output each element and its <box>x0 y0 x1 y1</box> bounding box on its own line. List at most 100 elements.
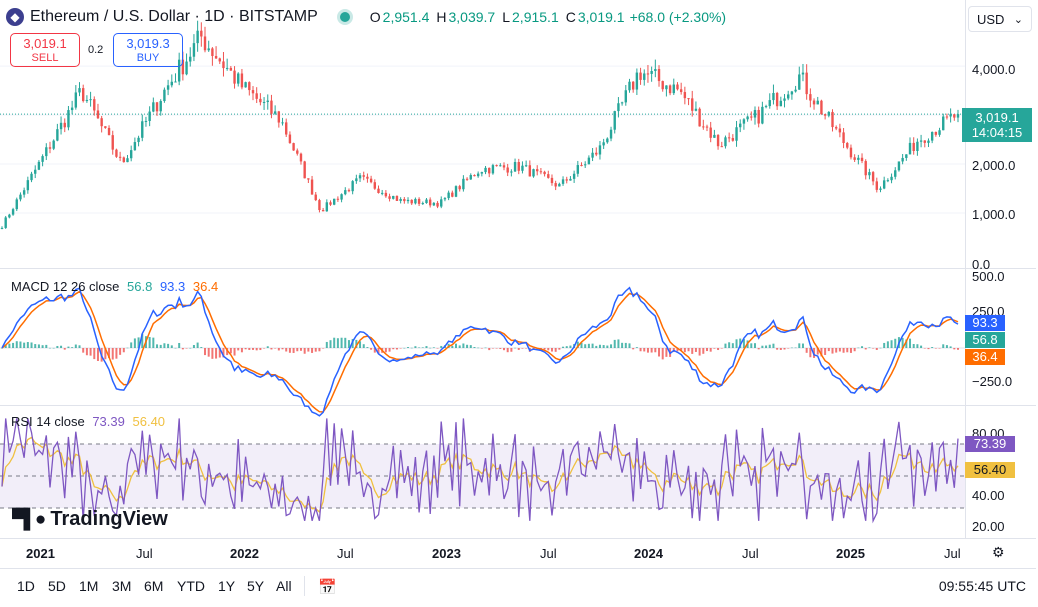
candle-body <box>820 100 823 115</box>
timeframe-1m[interactable]: 1M <box>79 578 99 594</box>
macd-histogram-bar <box>920 345 923 348</box>
ohlc-value: 2,915.1 <box>512 9 559 25</box>
macd-histogram-bar <box>473 347 476 348</box>
candle-body <box>768 100 771 107</box>
macd-axis-label: −250.0 <box>972 374 1013 389</box>
candle-body <box>757 109 760 124</box>
candle-body <box>639 72 642 80</box>
candle-body <box>550 177 554 184</box>
macd-histogram-bar <box>130 342 133 348</box>
tradingview-logo[interactable]: ▀▌● TradingView <box>12 508 168 531</box>
candle-body <box>170 81 173 86</box>
macd-histogram-bar <box>148 337 151 348</box>
macd-histogram-bar <box>717 348 720 351</box>
macd-histogram-bar <box>156 344 159 348</box>
macd-histogram-bar <box>665 348 668 357</box>
timeframe-1y[interactable]: 1Y <box>218 578 236 594</box>
macd-histogram-bar <box>495 348 498 349</box>
timeframe-1d[interactable]: 1D <box>17 578 35 594</box>
macd-histogram-bar <box>742 338 745 348</box>
candle-body <box>451 192 454 197</box>
macd-histogram-bar <box>4 344 7 348</box>
clock[interactable]: 09:55:45 UTC <box>938 578 1026 594</box>
macd-histogram-bar <box>658 348 661 357</box>
macd-histogram-bar <box>905 339 908 348</box>
macd-histogram-bar <box>934 348 937 349</box>
candle-body <box>772 92 775 101</box>
rsi-legend[interactable]: RSI 14 close 73.39 56.40 <box>11 414 165 429</box>
macd-histogram-bar <box>207 348 210 357</box>
candle-body <box>366 176 369 179</box>
ohlc-key: L <box>502 9 511 25</box>
timeframe-3m[interactable]: 3M <box>112 578 132 594</box>
candle-body <box>580 165 583 167</box>
currency-select[interactable]: USD ⌄ <box>968 6 1032 32</box>
candle-body <box>89 99 92 101</box>
timeframe-6m[interactable]: 6M <box>144 578 164 594</box>
macd-histogram-bar <box>502 348 505 351</box>
candle-body <box>694 108 698 111</box>
macd-histogram-bar <box>30 342 33 348</box>
candle-body <box>665 85 668 90</box>
macd-histogram-bar <box>159 344 162 348</box>
settings-gear-icon[interactable]: ⚙ <box>992 544 1005 560</box>
timeframe-ytd[interactable]: YTD <box>177 578 205 594</box>
candle-body <box>916 141 919 151</box>
macd-histogram-bar <box>274 348 277 349</box>
date-range-icon[interactable]: 📅 <box>318 579 337 596</box>
sell-button[interactable]: 3,019.1 SELL <box>10 33 80 67</box>
time-axis-label: 2025 <box>836 546 865 561</box>
price-macd-divider[interactable] <box>0 268 1036 269</box>
macd-histogram-bar <box>296 348 299 352</box>
macd-histogram-bar <box>945 345 948 348</box>
timeframe-all[interactable]: All <box>276 578 292 594</box>
macd-histogram-bar <box>912 344 915 348</box>
candle-body <box>159 101 162 112</box>
macd-rsi-divider[interactable] <box>0 405 1036 406</box>
candle-body <box>894 170 897 177</box>
candle-body <box>277 111 281 123</box>
candle-body <box>945 116 949 118</box>
macd-legend[interactable]: MACD 12 26 close 56.8 93.3 36.4 <box>11 279 218 294</box>
macd-histogram-bar <box>167 343 170 348</box>
candle-body <box>148 111 151 121</box>
macd-histogram-bar <box>853 348 856 352</box>
candle-body <box>927 140 930 143</box>
buy-label: BUY <box>136 52 160 64</box>
candle-body <box>953 114 956 118</box>
candle-body <box>240 73 244 88</box>
macd-histogram-bar <box>517 348 520 350</box>
macd-histogram-bar <box>827 348 830 352</box>
candle-body <box>321 210 325 212</box>
timeframe-5d[interactable]: 5D <box>48 578 66 594</box>
macd-histogram-bar <box>521 348 524 349</box>
candle-body <box>425 199 428 204</box>
candle-body <box>905 154 908 158</box>
candle-body <box>152 102 155 112</box>
macd-histogram-bar <box>753 343 756 348</box>
timeframe-5y[interactable]: 5Y <box>247 578 265 594</box>
macd-histogram-bar <box>259 348 262 351</box>
macd-histogram-bar <box>178 342 181 348</box>
buy-button[interactable]: 3,019.3 BUY <box>113 33 183 67</box>
candle-body <box>388 196 391 199</box>
macd-histogram-bar <box>307 348 310 352</box>
macd-histogram-bar <box>624 342 627 348</box>
macd-histogram-bar <box>34 344 37 348</box>
symbol-title[interactable]: Ethereum / U.S. Dollar · 1D · BITSTAMP <box>30 8 318 25</box>
macd-histogram-bar <box>292 348 295 353</box>
rsi-axis-label: 40.00 <box>972 488 1005 503</box>
candle-body <box>67 110 70 128</box>
macd-histogram-bar <box>643 348 646 352</box>
candle-body <box>882 180 886 189</box>
macd-histogram-bar <box>52 347 55 349</box>
macd-histogram-bar <box>890 340 893 348</box>
macd-histogram-bar <box>163 343 166 348</box>
price-axis-label: 2,000.0 <box>972 158 1016 173</box>
macd-histogram-bar <box>240 348 243 353</box>
macd-histogram-bar <box>174 347 177 349</box>
candle-body <box>739 123 742 128</box>
macd-histogram-bar <box>957 348 959 350</box>
macd-histogram-bar <box>185 348 188 349</box>
